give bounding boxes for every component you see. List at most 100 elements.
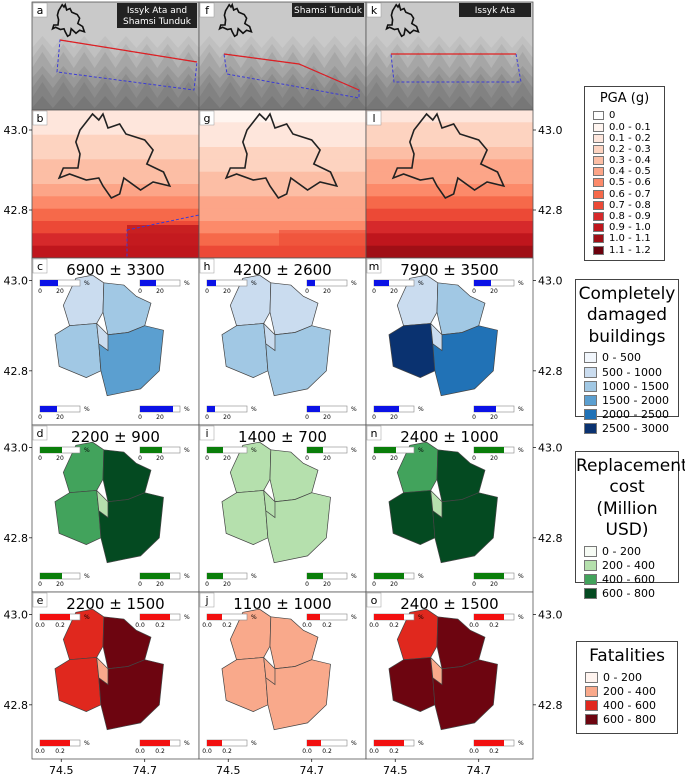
scenario-label-box xyxy=(292,3,364,17)
cost-legend-item: 0 - 200 xyxy=(584,544,678,558)
fatalities-legend-item: 600 - 800 xyxy=(585,713,677,727)
bar-tick-label: 0.0 xyxy=(469,748,479,755)
district-ce xyxy=(430,322,443,352)
panel-letter-box xyxy=(199,2,215,18)
bar-tick-label: 0.2 xyxy=(222,748,232,755)
bar-tick-label: 0.0 xyxy=(135,622,145,629)
bar-tick-label: 0.0 xyxy=(369,748,379,755)
bar-unit-label: % xyxy=(84,614,90,621)
bar-tick-label: 0.2 xyxy=(489,622,499,629)
pga-legend-label: 0.0 - 0.1 xyxy=(609,121,651,133)
fatalities-legend-items: 0 - 200 200 - 400 400 - 600 600 - 800 xyxy=(585,670,677,727)
bar-tick-label: 0.2 xyxy=(489,748,499,755)
district-ce xyxy=(263,322,276,352)
district-ce xyxy=(430,489,443,519)
panel-letter: d xyxy=(37,427,44,440)
bar-tick-label: 20 xyxy=(156,581,164,588)
bar-tick-label: 0.0 xyxy=(135,748,145,755)
pga-band xyxy=(366,110,533,123)
lat-tick-right: 43.0 xyxy=(538,124,563,137)
bar-tick-label: 20 xyxy=(323,288,331,295)
panel-letter-box xyxy=(366,425,382,441)
city-outline xyxy=(57,112,172,200)
bar-unit-label: % xyxy=(351,406,357,413)
panel-letter-box xyxy=(199,592,215,608)
lat-tick-left: 42.8 xyxy=(4,365,29,378)
panel-letter: g xyxy=(204,112,211,125)
pga-band xyxy=(32,134,199,148)
panel-letter-box xyxy=(366,592,382,608)
pga-legend-label: 0.4 - 0.5 xyxy=(609,166,651,178)
pga-hotspot xyxy=(279,230,366,258)
damage-legend-title-line: Completely xyxy=(578,284,676,304)
bar-tick-label: 20 xyxy=(490,288,498,295)
pga-band xyxy=(199,159,366,173)
pga-legend-items: 0 0.0 - 0.1 0.1 - 0.2 0.2 - 0.3 0.3 - 0.4 0.4… xyxy=(593,110,664,256)
bar-unit-label: % xyxy=(418,740,424,747)
indicator-bar-fill xyxy=(40,573,62,579)
damage-legend-label: 500 - 1000 xyxy=(602,365,662,379)
district-ce xyxy=(430,656,443,686)
fatalities-legend-swatch xyxy=(585,671,598,683)
panel-letter-box xyxy=(32,110,48,126)
bar-tick-label: 20 xyxy=(156,288,164,295)
bar-unit-label: % xyxy=(418,614,424,621)
pga-legend-item: 0.2 - 0.3 xyxy=(593,144,664,155)
lon-tick: 74.7 xyxy=(299,764,324,777)
pga-band xyxy=(32,196,199,210)
bar-tick-label: 20 xyxy=(490,414,498,421)
damage-map-panel: 6900 ± 3300 0 20% 0 20% 0 20% 0 20% c xyxy=(31,257,200,426)
pga-legend-item: 0 xyxy=(593,110,664,121)
damage-legend-label: 1000 - 1500 xyxy=(602,379,669,393)
lon-tick: 74.5 xyxy=(383,764,408,777)
bar-tick-label: 20 xyxy=(156,455,164,462)
bar-tick-label: 0.2 xyxy=(389,622,399,629)
bar-tick-label: 0 xyxy=(372,288,376,295)
indicator-bar-fill xyxy=(207,573,223,579)
indicator-bar-fill xyxy=(307,740,321,746)
indicator-bar-fill xyxy=(474,573,504,579)
damage-legend-item: 1500 - 2000 xyxy=(584,393,678,407)
panel-letter-box xyxy=(366,110,382,126)
fatalities-total-label: 1100 ± 1000 xyxy=(233,595,331,613)
pga-band xyxy=(366,134,533,148)
bar-tick-label: 0.2 xyxy=(55,622,65,629)
district-nw xyxy=(396,441,439,494)
indicator-bar-fill xyxy=(207,614,222,620)
panel-letter: i xyxy=(205,427,208,440)
pga-legend-item: 0.3 - 0.4 xyxy=(593,155,664,166)
pga-legend-item: 0.0 - 0.1 xyxy=(593,121,664,133)
panel-letter-box xyxy=(199,258,215,274)
pga-band xyxy=(366,233,533,247)
bar-tick-label: 0 xyxy=(305,414,309,421)
bar-tick-label: 20 xyxy=(56,414,64,421)
damage-legend-title: Completely damaged buildings xyxy=(576,284,678,348)
lon-tick: 74.7 xyxy=(466,764,491,777)
indicator-bar-fill xyxy=(474,447,504,453)
indicator-bar-fill xyxy=(374,406,399,412)
district-nw xyxy=(229,441,272,494)
bar-tick-label: 0.0 xyxy=(202,748,212,755)
bar-tick-label: 0 xyxy=(38,581,42,588)
pga-band xyxy=(32,159,199,173)
district-nw xyxy=(62,608,105,661)
pga-band xyxy=(366,221,533,234)
indicator-bar-fill xyxy=(374,447,396,453)
bar-unit-label: % xyxy=(84,406,90,413)
bar-tick-label: 0.0 xyxy=(302,622,312,629)
pga-legend-label: 0.5 - 0.6 xyxy=(609,177,651,189)
damage-legend-label: 0 - 500 xyxy=(602,351,641,365)
damage-legend-label: 2000 - 2500 xyxy=(602,408,669,422)
district-ce xyxy=(96,322,109,352)
damage-legend-title-line: damaged xyxy=(586,305,668,326)
cost-legend-title-line: cost xyxy=(609,477,645,498)
pga-legend-label: 0.8 - 0.9 xyxy=(609,211,651,223)
pga-band xyxy=(199,110,366,123)
cost-total-label: 2200 ± 900 xyxy=(71,428,160,446)
indicator-bar-fill xyxy=(307,614,320,620)
fatalities-legend-item: 400 - 600 xyxy=(585,699,677,713)
panel-letter: f xyxy=(205,4,210,17)
bar-tick-label: 20 xyxy=(223,455,231,462)
indicator-bar-fill xyxy=(307,406,320,412)
